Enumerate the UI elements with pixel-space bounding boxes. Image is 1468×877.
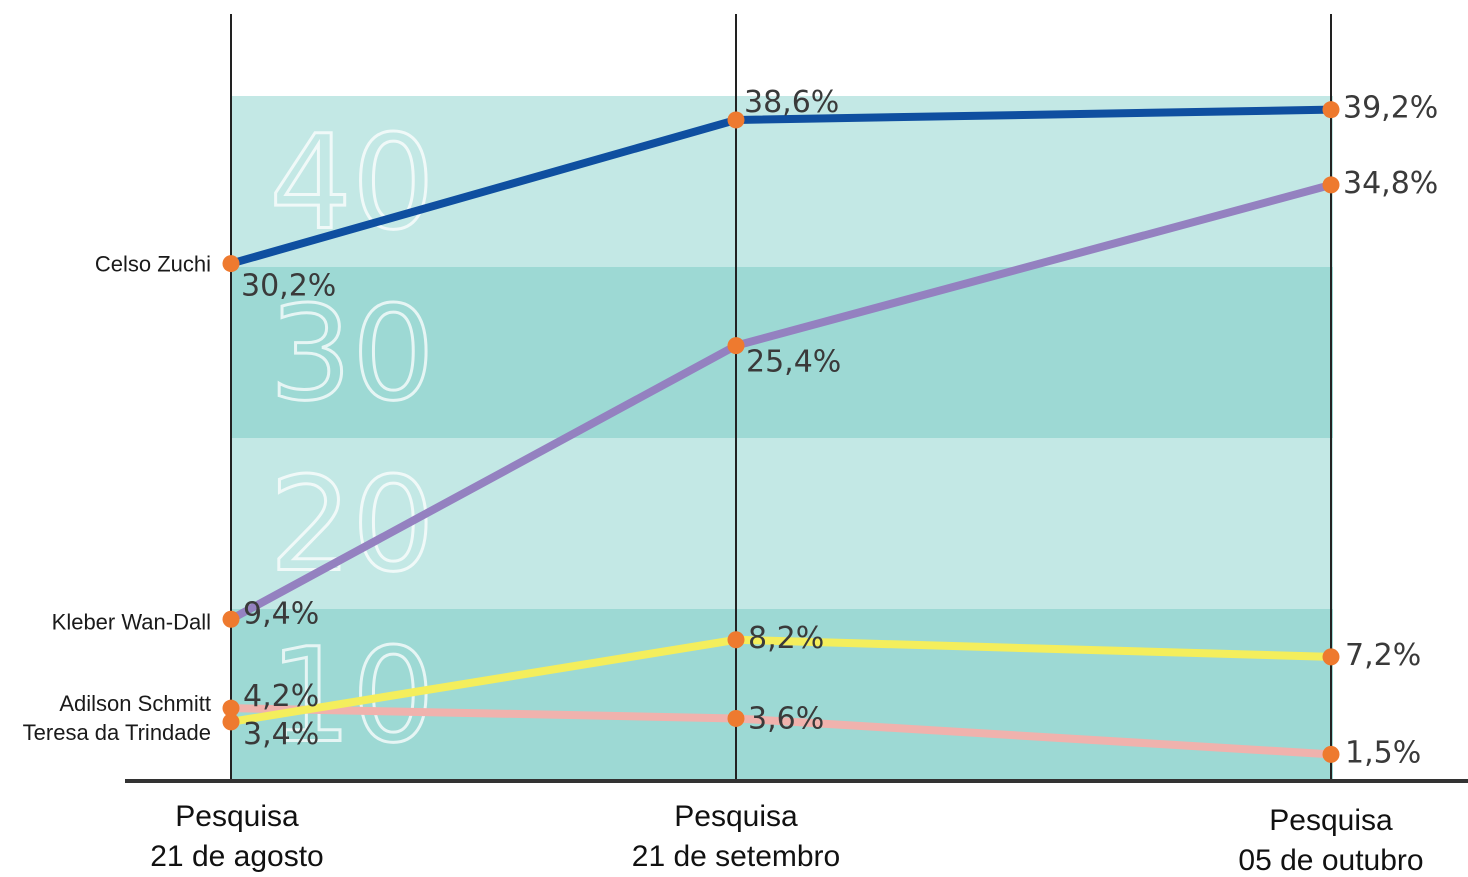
- value-label-s2-p2: 25,4%: [746, 345, 841, 380]
- band-label-40: 40: [269, 107, 434, 259]
- data-point-s2-p1: [222, 610, 240, 628]
- data-point-s3-p2: [727, 631, 745, 649]
- value-label-s1-p2: 38,6%: [744, 85, 839, 120]
- value-label-s2-p1: 9,4%: [243, 596, 319, 631]
- value-label-s4-p3: 1,5%: [1345, 735, 1421, 770]
- value-label-s3-p2: 8,2%: [748, 621, 824, 656]
- data-point-s2-p3: [1322, 176, 1340, 194]
- value-label-s4-p1: 4,2%: [243, 679, 319, 714]
- x-tick-label-1-line2: 21 de agosto: [150, 840, 323, 873]
- band-30: [231, 267, 1333, 438]
- value-label-s2-p3: 34,8%: [1343, 166, 1438, 201]
- value-label-s1-p1: 30,2%: [241, 269, 336, 304]
- data-point-s2-p2: [727, 337, 745, 355]
- data-point-s1-p1: [222, 255, 240, 273]
- data-point-s3-p1: [222, 713, 240, 731]
- series-name-2: Kleber Wan-Dall: [52, 609, 211, 634]
- x-tick-label-3-line1: Pesquisa: [1269, 804, 1393, 837]
- band-40: [231, 96, 1333, 267]
- value-label-s1-p3: 39,2%: [1343, 91, 1438, 126]
- x-tick-label-2-line1: Pesquisa: [674, 800, 798, 833]
- data-point-s1-p2: [727, 111, 745, 129]
- value-label-s4-p2: 3,6%: [748, 701, 824, 736]
- data-point-s4-p2: [727, 709, 745, 727]
- x-tick-label-1-line1: Pesquisa: [175, 800, 299, 833]
- series-name-3: Teresa da Trindade: [23, 720, 211, 745]
- x-tick-label-2-line2: 21 de setembro: [632, 840, 840, 873]
- data-point-s3-p3: [1322, 648, 1340, 666]
- value-label-s3-p3: 7,2%: [1345, 638, 1421, 673]
- data-point-s1-p3: [1322, 101, 1340, 119]
- series-name-4: Adilson Schmitt: [59, 691, 211, 716]
- x-tick-label-3-line2: 05 de outubro: [1238, 844, 1423, 877]
- data-point-s4-p1: [222, 699, 240, 717]
- band-label-30: 30: [269, 278, 434, 430]
- value-label-s3-p1: 3,4%: [243, 717, 319, 752]
- series-name-1: Celso Zuchi: [95, 252, 211, 277]
- data-point-s4-p3: [1322, 745, 1340, 763]
